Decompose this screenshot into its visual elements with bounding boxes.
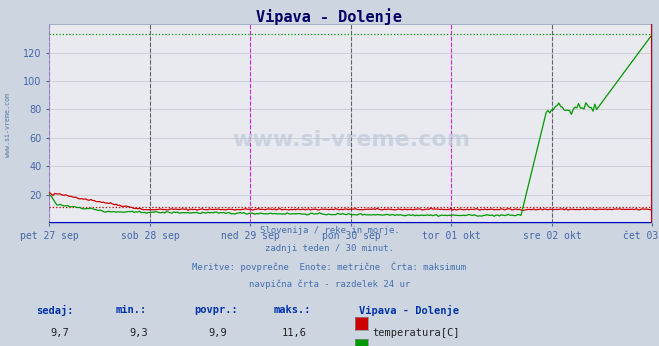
Text: povpr.:: povpr.: <box>194 305 238 315</box>
Text: 9,3: 9,3 <box>130 328 148 338</box>
Text: www.si-vreme.com: www.si-vreme.com <box>5 93 11 156</box>
Text: temperatura[C]: temperatura[C] <box>372 328 460 338</box>
Text: maks.:: maks.: <box>273 305 311 315</box>
Text: navpična črta - razdelek 24 ur: navpična črta - razdelek 24 ur <box>249 280 410 289</box>
Text: 9,7: 9,7 <box>51 328 69 338</box>
Text: sedaj:: sedaj: <box>36 305 74 316</box>
Text: Vipava - Dolenje: Vipava - Dolenje <box>256 9 403 26</box>
Text: Meritve: povprečne  Enote: metrične  Črta: maksimum: Meritve: povprečne Enote: metrične Črta:… <box>192 262 467 272</box>
Text: Slovenija / reke in morje.: Slovenija / reke in morje. <box>260 226 399 235</box>
Text: Vipava - Dolenje: Vipava - Dolenje <box>359 305 459 316</box>
Text: zadnji teden / 30 minut.: zadnji teden / 30 minut. <box>265 244 394 253</box>
Text: 9,9: 9,9 <box>209 328 227 338</box>
Text: 11,6: 11,6 <box>281 328 306 338</box>
Text: www.si-vreme.com: www.si-vreme.com <box>232 130 470 149</box>
Text: min.:: min.: <box>115 305 146 315</box>
